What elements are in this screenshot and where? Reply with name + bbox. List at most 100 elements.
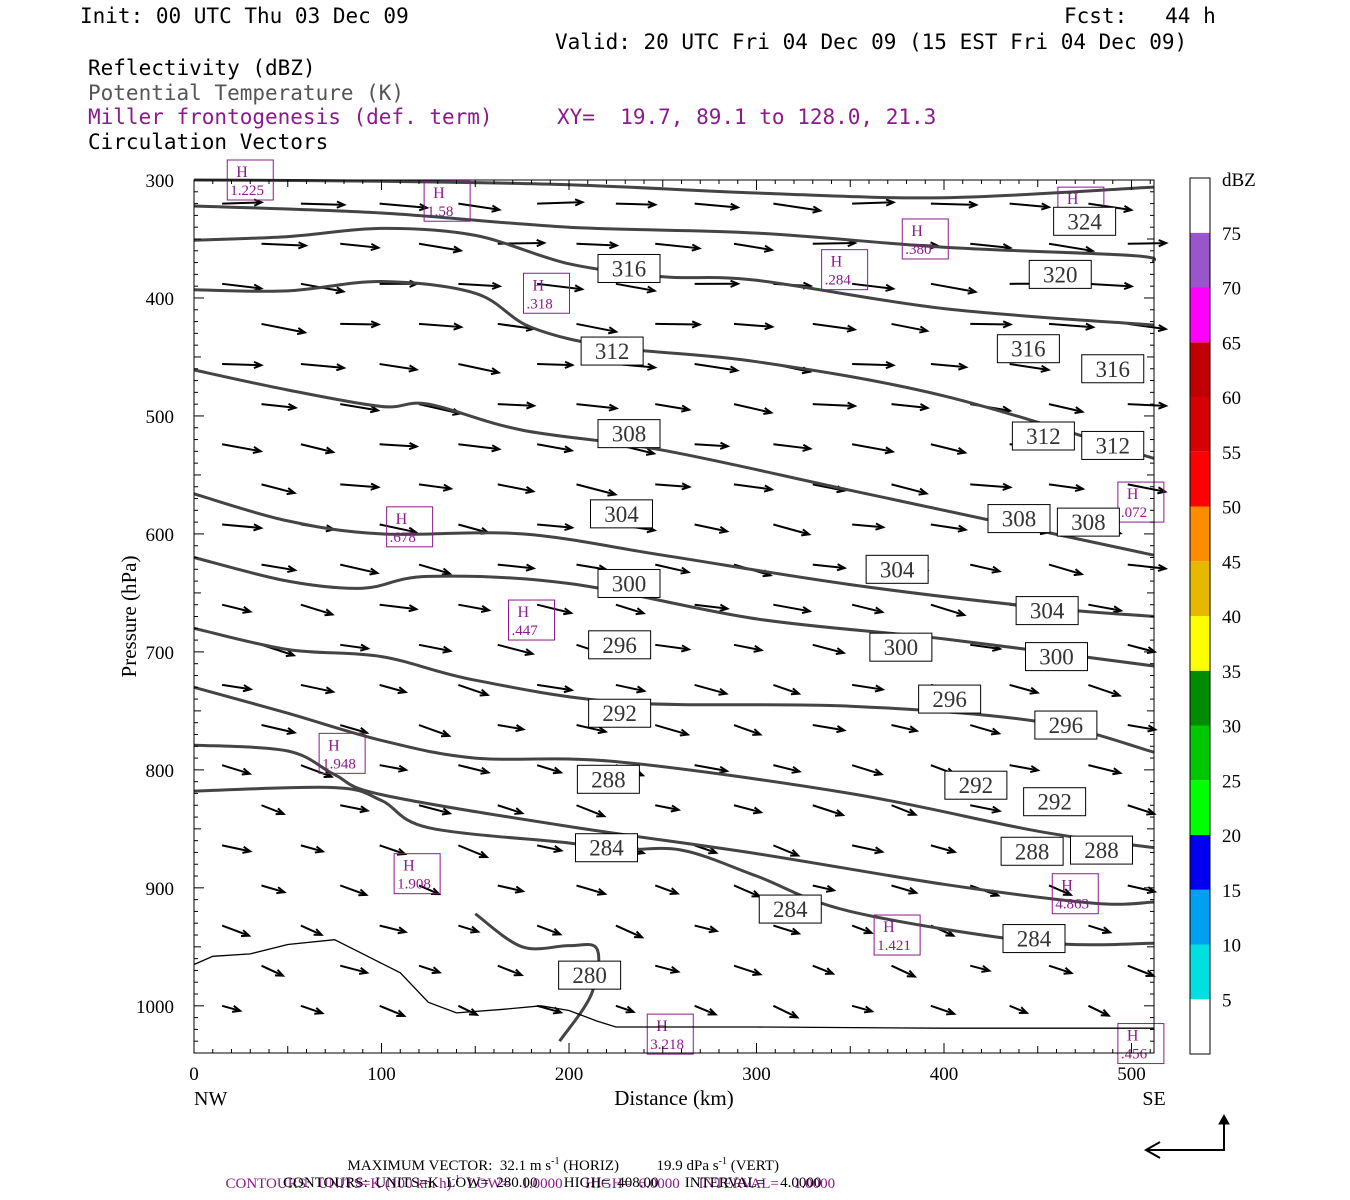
vector-arrow xyxy=(1048,242,1093,252)
colorbar-segment xyxy=(1190,287,1210,343)
vector-arrow xyxy=(615,282,655,292)
vector-arrowhead xyxy=(835,647,847,656)
theta-label: 312 xyxy=(1096,433,1131,458)
vector-arrowhead xyxy=(408,442,420,451)
vector-arrow xyxy=(1127,724,1156,731)
colorbar-segment xyxy=(1190,780,1210,835)
vector-arrowhead xyxy=(470,925,481,934)
y-tick-label: 500 xyxy=(146,407,175,428)
theta-contour-line xyxy=(193,743,1155,906)
vector-arrowhead xyxy=(397,926,409,935)
vector-arrowhead xyxy=(752,806,764,815)
vector-arrowhead xyxy=(834,809,846,817)
vector-arrow xyxy=(812,964,834,975)
vector-arrow xyxy=(812,804,844,817)
vector-arrowhead xyxy=(990,727,1002,736)
vector-arrow xyxy=(300,844,324,853)
vector-arrowhead xyxy=(1111,689,1122,698)
vector-arrowhead xyxy=(525,563,537,572)
vector-arrow xyxy=(654,884,678,895)
vector-arrow xyxy=(221,1004,241,1012)
fronto-max-value: 3.218 xyxy=(650,1037,684,1053)
vector-arrow xyxy=(222,363,262,367)
fronto-max-box xyxy=(873,914,921,956)
vector-arrowhead xyxy=(1101,926,1113,935)
vector-arrowhead xyxy=(607,488,618,497)
vector-arrowhead xyxy=(607,326,619,335)
fronto-max-box xyxy=(1117,1023,1165,1065)
vector-arrowhead xyxy=(1157,563,1169,572)
vector-arrowhead xyxy=(729,202,741,211)
vector-arrow xyxy=(615,202,656,206)
vector-arrowhead xyxy=(763,407,774,416)
colorbar-tick-label: 35 xyxy=(1222,662,1241,683)
theta-label-box xyxy=(944,770,1008,800)
vector-arrow xyxy=(970,483,1011,489)
vector-arrow xyxy=(851,443,893,453)
vector-arrowhead xyxy=(718,765,730,774)
vector-arrow xyxy=(930,844,956,853)
vector-arrowhead xyxy=(231,1005,243,1013)
vector-arrowhead xyxy=(906,969,918,978)
theta-label-box xyxy=(865,554,929,584)
fronto-max-value: 1.908 xyxy=(397,877,431,893)
vector-arrowhead xyxy=(608,403,620,412)
vector-arrowhead xyxy=(691,243,702,252)
fronto-max-marker: H xyxy=(433,185,445,202)
vector-arrowhead xyxy=(719,441,731,450)
vector-arrowhead xyxy=(945,929,956,937)
fronto-max-box xyxy=(646,1013,694,1055)
vector-arrow xyxy=(261,804,285,815)
theta-label: 304 xyxy=(880,557,915,582)
vector-arrow xyxy=(694,924,717,932)
vector-arrowhead xyxy=(1145,969,1156,978)
vector-arrowhead xyxy=(791,765,802,774)
vector-arrowhead xyxy=(479,688,491,697)
vector-arrow xyxy=(694,1004,716,1016)
vector-arrowhead xyxy=(1074,406,1085,415)
vector-arrow xyxy=(655,403,690,411)
vector-arrow xyxy=(1127,563,1166,570)
y-tick-label: 300 xyxy=(146,171,175,192)
vector-arrow xyxy=(497,322,534,330)
valid-time: Valid: 20 UTC Fri 04 Dec 09 (15 EST Fri … xyxy=(555,30,1188,54)
vector-arrowhead xyxy=(526,401,537,410)
vector-arrow xyxy=(773,764,800,773)
vector-arrowhead xyxy=(847,401,858,410)
vector-arrowhead xyxy=(574,284,585,293)
vector-arrow xyxy=(1088,282,1132,288)
vector-arrow xyxy=(576,563,607,571)
vector-arrowhead xyxy=(873,768,885,777)
vector-arrowhead xyxy=(480,605,492,613)
vector-arrow xyxy=(930,443,966,454)
vector-arrowhead xyxy=(1040,202,1052,211)
vector-arrow xyxy=(379,363,417,371)
vector-arrowhead xyxy=(885,283,896,292)
vector-arrowhead xyxy=(253,360,264,370)
vector-arrowhead xyxy=(752,968,763,976)
vector-arrow xyxy=(379,924,406,933)
vector-arrowhead xyxy=(480,766,491,775)
theta-label-box xyxy=(1081,354,1145,384)
vector-arrow xyxy=(261,724,295,734)
vector-arrowhead xyxy=(314,1007,325,1015)
vector-arrow xyxy=(733,403,772,414)
vector-arrowhead xyxy=(729,365,740,374)
vector-arrow xyxy=(852,363,894,367)
vector-arrowhead xyxy=(1040,364,1051,373)
y-tick-label: 700 xyxy=(146,643,175,664)
vector-arrow xyxy=(1127,884,1155,893)
fronto-max-box xyxy=(386,506,434,548)
fronto-max-value: .447 xyxy=(512,623,539,639)
reference-arrowhead-up xyxy=(1218,1113,1230,1125)
theta-label-box xyxy=(1011,421,1075,451)
vector-arrow xyxy=(221,443,261,453)
vector-arrow xyxy=(812,242,856,245)
vector-arrowhead xyxy=(708,925,720,934)
vector-arrowhead xyxy=(946,1007,957,1016)
vector-arrow xyxy=(458,202,500,211)
vector-arrowhead xyxy=(753,644,764,653)
vector-arrow xyxy=(340,483,379,489)
vector-arrowhead xyxy=(908,725,920,734)
